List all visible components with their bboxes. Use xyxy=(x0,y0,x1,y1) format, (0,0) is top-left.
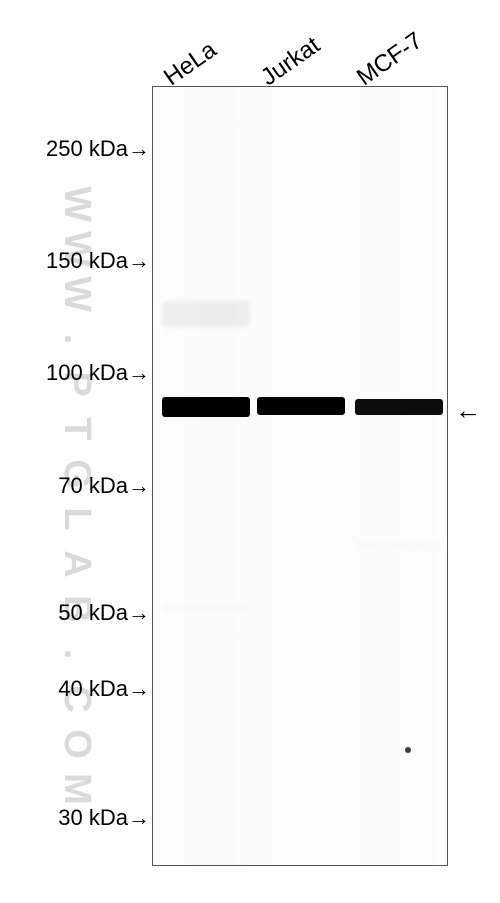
target-band-arrow: ← xyxy=(455,395,481,426)
band-hela-0 xyxy=(162,397,250,417)
band-hela-3 xyxy=(162,301,250,327)
western-blot-figure: WWW.PTGLAB.COM 250 kDa→150 kDa→100 kDa→7… xyxy=(0,0,500,903)
mw-label-2: 100 kDa→ xyxy=(46,360,150,386)
band-mcf-7-4 xyxy=(355,541,443,551)
watermark-char: W xyxy=(60,185,98,223)
watermark-char: W xyxy=(60,275,98,313)
band-jurkat-1 xyxy=(257,397,345,415)
band-mcf-7-2 xyxy=(355,399,443,415)
watermark-char: L xyxy=(60,500,98,538)
mw-label-5: 40 kDa→ xyxy=(58,676,150,702)
mw-label-3: 70 kDa→ xyxy=(58,473,150,499)
watermark-char: . xyxy=(60,635,98,673)
watermark-char: O xyxy=(60,725,98,763)
watermark-char: . xyxy=(60,320,98,358)
mw-label-1: 150 kDa→ xyxy=(46,248,150,274)
mw-label-6: 30 kDa→ xyxy=(58,805,150,831)
mw-label-4: 50 kDa→ xyxy=(58,600,150,626)
artifact-spot-0 xyxy=(405,747,411,753)
band-hela-5 xyxy=(162,603,250,613)
watermark-char: A xyxy=(60,545,98,583)
membrane-background xyxy=(153,87,447,865)
blot-membrane xyxy=(152,86,448,866)
lane-label-hela: HeLa xyxy=(159,36,222,92)
lane-label-mcf-7: MCF-7 xyxy=(352,27,428,92)
lane-label-jurkat: Jurkat xyxy=(256,32,326,92)
mw-label-0: 250 kDa→ xyxy=(46,136,150,162)
watermark-char: T xyxy=(60,410,98,448)
watermark-char: M xyxy=(60,770,98,808)
